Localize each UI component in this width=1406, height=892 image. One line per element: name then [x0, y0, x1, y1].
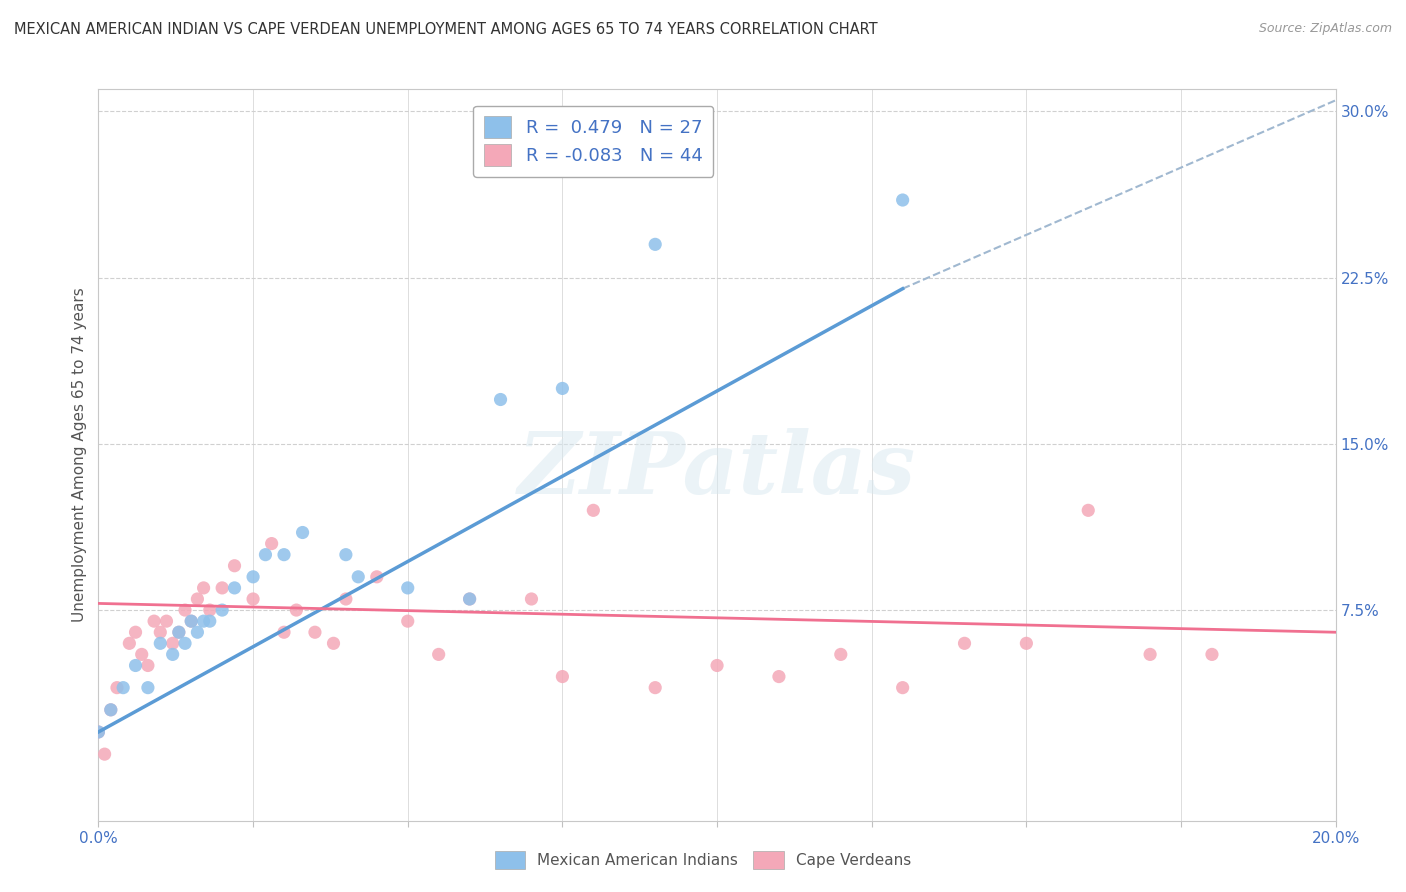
Point	[211, 581, 233, 595]
Point	[87, 725, 110, 739]
Point	[582, 503, 605, 517]
Point	[105, 681, 128, 695]
Point	[830, 648, 852, 662]
Point	[520, 592, 543, 607]
Point	[273, 625, 295, 640]
Point	[551, 381, 574, 395]
Point	[186, 592, 208, 607]
Point	[242, 570, 264, 584]
Text: ZIPatlas: ZIPatlas	[517, 428, 917, 511]
Point	[396, 614, 419, 628]
Point	[193, 581, 215, 595]
Point	[155, 614, 177, 628]
Point	[136, 658, 159, 673]
Point	[180, 614, 202, 628]
Point	[551, 669, 574, 683]
Point	[242, 592, 264, 607]
Point	[891, 193, 914, 207]
Point	[131, 648, 153, 662]
Point	[136, 681, 159, 695]
Point	[1077, 503, 1099, 517]
Point	[285, 603, 308, 617]
Point	[193, 614, 215, 628]
Point	[180, 614, 202, 628]
Point	[224, 558, 246, 573]
Point	[891, 681, 914, 695]
Point	[644, 237, 666, 252]
Point	[427, 648, 450, 662]
Point	[149, 625, 172, 640]
Point	[322, 636, 344, 650]
Point	[224, 581, 246, 595]
Point	[458, 592, 481, 607]
Point	[186, 625, 208, 640]
Legend: Mexican American Indians, Cape Verdeans: Mexican American Indians, Cape Verdeans	[488, 845, 918, 875]
Point	[143, 614, 166, 628]
Point	[124, 658, 146, 673]
Point	[1015, 636, 1038, 650]
Point	[211, 603, 233, 617]
Point	[162, 648, 184, 662]
Point	[167, 625, 190, 640]
Point	[335, 548, 357, 562]
Point	[174, 636, 197, 650]
Point	[273, 548, 295, 562]
Point	[198, 603, 221, 617]
Y-axis label: Unemployment Among Ages 65 to 74 years: Unemployment Among Ages 65 to 74 years	[72, 287, 87, 623]
Point	[118, 636, 141, 650]
Text: MEXICAN AMERICAN INDIAN VS CAPE VERDEAN UNEMPLOYMENT AMONG AGES 65 TO 74 YEARS C: MEXICAN AMERICAN INDIAN VS CAPE VERDEAN …	[14, 22, 877, 37]
Point	[458, 592, 481, 607]
Point	[291, 525, 314, 540]
Point	[254, 548, 277, 562]
Point	[706, 658, 728, 673]
Point	[162, 636, 184, 650]
Point	[112, 681, 135, 695]
Point	[335, 592, 357, 607]
Point	[304, 625, 326, 640]
Text: Source: ZipAtlas.com: Source: ZipAtlas.com	[1258, 22, 1392, 36]
Point	[124, 625, 146, 640]
Point	[93, 747, 115, 761]
Point	[167, 625, 190, 640]
Point	[366, 570, 388, 584]
Point	[149, 636, 172, 650]
Point	[260, 536, 283, 550]
Point	[1201, 648, 1223, 662]
Point	[347, 570, 370, 584]
Point	[1139, 648, 1161, 662]
Point	[768, 669, 790, 683]
Point	[87, 725, 110, 739]
Point	[489, 392, 512, 407]
Point	[644, 681, 666, 695]
Point	[174, 603, 197, 617]
Point	[100, 703, 122, 717]
Point	[953, 636, 976, 650]
Legend: R =  0.479   N = 27, R = -0.083   N = 44: R = 0.479 N = 27, R = -0.083 N = 44	[474, 105, 713, 177]
Point	[100, 703, 122, 717]
Point	[396, 581, 419, 595]
Point	[198, 614, 221, 628]
